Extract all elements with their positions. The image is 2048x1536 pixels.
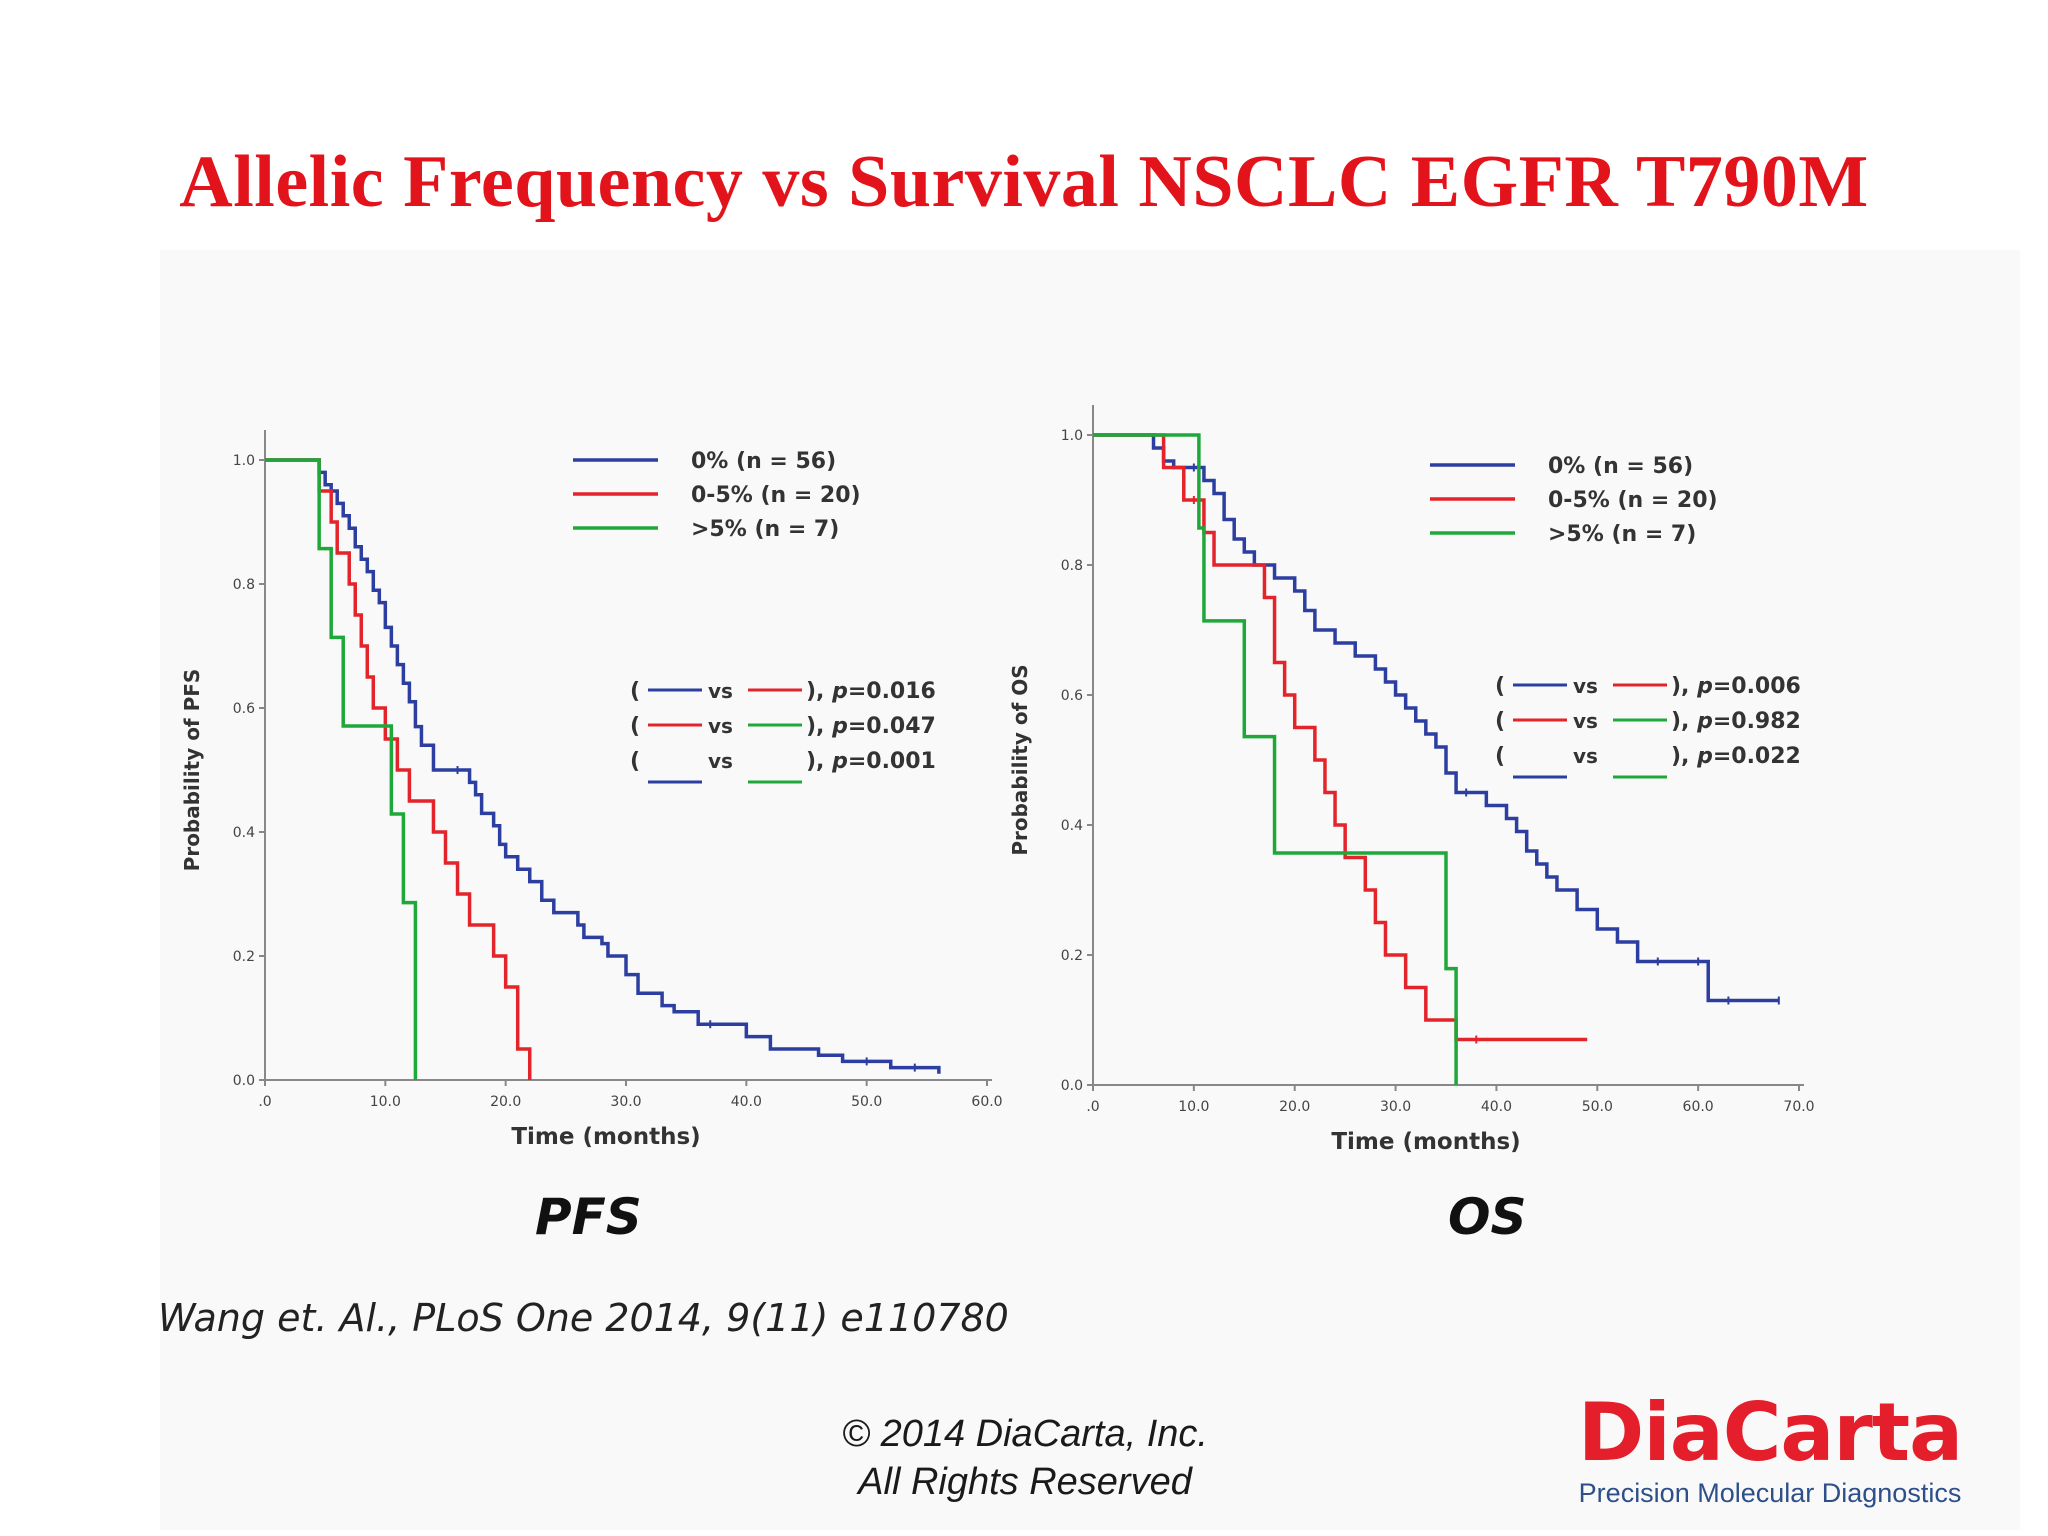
- x-tick-label: 60.0: [1683, 1099, 1714, 1115]
- x-axis-label: Time (months): [1331, 1129, 1520, 1155]
- comparison-open-paren: (: [630, 714, 640, 739]
- y-tick-label: 0.4: [233, 825, 255, 841]
- x-tick-label: 10.0: [1178, 1099, 1209, 1115]
- logo-name: DiaCarta: [1577, 1386, 1963, 1479]
- y-axis-label: Probability of PFS: [180, 669, 204, 872]
- y-tick-label: 0.6: [233, 701, 255, 717]
- y-tick-label: 0.0: [1061, 1078, 1083, 1094]
- comparison-vs: vs: [708, 679, 733, 703]
- x-tick-label: 40.0: [731, 1094, 762, 1110]
- x-tick-label: .0: [1086, 1099, 1099, 1115]
- comparison-open-paren: (: [630, 749, 640, 774]
- y-tick-label: 0.0: [233, 1073, 255, 1089]
- km-curve-red: [265, 458, 532, 1080]
- y-axis-label: Probability of OS: [1008, 664, 1032, 855]
- legend-label: >5% (n = 7): [1548, 522, 1696, 547]
- km-curve-green: [265, 458, 418, 1080]
- km-curve-green: [1093, 433, 1458, 1085]
- legend-label: 0% (n = 56): [1548, 454, 1693, 479]
- y-tick-label: 0.8: [1061, 558, 1083, 574]
- y-tick-label: 0.6: [1061, 688, 1083, 704]
- y-tick-label: 0.2: [233, 949, 255, 965]
- legend-label: >5% (n = 7): [691, 517, 839, 542]
- x-tick-label: 70.0: [1783, 1099, 1814, 1115]
- comparison-vs: vs: [1573, 674, 1598, 698]
- logo-tagline: Precision Molecular Diagnostics: [1578, 1478, 1962, 1508]
- comparison-vs: vs: [708, 714, 733, 738]
- rights-line: All Rights Reserved: [858, 1461, 1192, 1503]
- y-tick-label: 0.4: [1061, 818, 1083, 834]
- x-tick-label: 60.0: [971, 1094, 1002, 1110]
- x-tick-label: 20.0: [490, 1094, 521, 1110]
- x-tick-label: 20.0: [1279, 1099, 1310, 1115]
- comparison-vs: vs: [1573, 744, 1598, 768]
- comparison-open-paren: (: [1495, 744, 1505, 769]
- comparison-p-value: ), p=0.006: [1671, 674, 1801, 699]
- os-caption: OS: [1448, 1188, 1527, 1246]
- y-tick-label: 0.8: [233, 577, 255, 593]
- y-tick-label: 1.0: [233, 453, 255, 469]
- legend-label: 0-5% (n = 20): [691, 483, 861, 508]
- pfs-caption: PFS: [535, 1188, 642, 1246]
- x-axis-label: Time (months): [511, 1124, 700, 1150]
- copyright-line: © 2014 DiaCarta, Inc.: [842, 1413, 1208, 1455]
- y-tick-label: 1.0: [1061, 428, 1083, 444]
- comparison-open-paren: (: [630, 679, 640, 704]
- comparison-p-value: ), p=0.047: [806, 714, 936, 739]
- x-tick-label: 10.0: [370, 1094, 401, 1110]
- x-tick-label: .0: [258, 1094, 271, 1110]
- km-curve-red: [1093, 433, 1588, 1042]
- content-panel: [160, 250, 2020, 1530]
- copyright: © 2014 DiaCarta, Inc. All Rights Reserve…: [780, 1410, 1270, 1506]
- legend-label: 0% (n = 56): [691, 449, 836, 474]
- os-chart: .0 10.0 20.0 30.0 40.0 50.0 60.0 70.0 0.0 0.2 0.4 0…: [1008, 405, 1815, 1155]
- comparison-open-paren: (: [1495, 709, 1505, 734]
- x-tick-label: 40.0: [1481, 1099, 1512, 1115]
- x-tick-label: 50.0: [851, 1094, 882, 1110]
- x-tick-label: 30.0: [610, 1094, 641, 1110]
- comparison-p-value: ), p=0.982: [1671, 709, 1801, 734]
- x-tick-label: 30.0: [1380, 1099, 1411, 1115]
- km-curve-blue: [265, 458, 941, 1074]
- diacarta-logo: DiaCarta Precision Molecular Diagnostics: [1560, 1390, 1980, 1509]
- comparison-vs: vs: [1573, 709, 1598, 733]
- pfs-chart: .0 10.0 20.0 30.0 40.0 50.0 60.0 0.0 0.2 0.4 0.6 0.…: [180, 430, 1003, 1150]
- comparison-p-value: ), p=0.022: [1671, 744, 1801, 769]
- slide-title: Allelic Frequency vs Survival NSCLC EGFR…: [179, 141, 1869, 223]
- legend-label: 0-5% (n = 20): [1548, 488, 1718, 513]
- citation: Wang et. Al., PLoS One 2014, 9(11) e1107…: [158, 1296, 1009, 1340]
- comparison-open-paren: (: [1495, 674, 1505, 699]
- comparison-vs: vs: [708, 749, 733, 773]
- comparison-p-value: ), p=0.001: [806, 749, 936, 774]
- comparison-p-value: ), p=0.016: [806, 679, 936, 704]
- y-tick-label: 0.2: [1061, 948, 1083, 964]
- x-tick-label: 50.0: [1582, 1099, 1613, 1115]
- km-curve-blue: [1093, 433, 1779, 1003]
